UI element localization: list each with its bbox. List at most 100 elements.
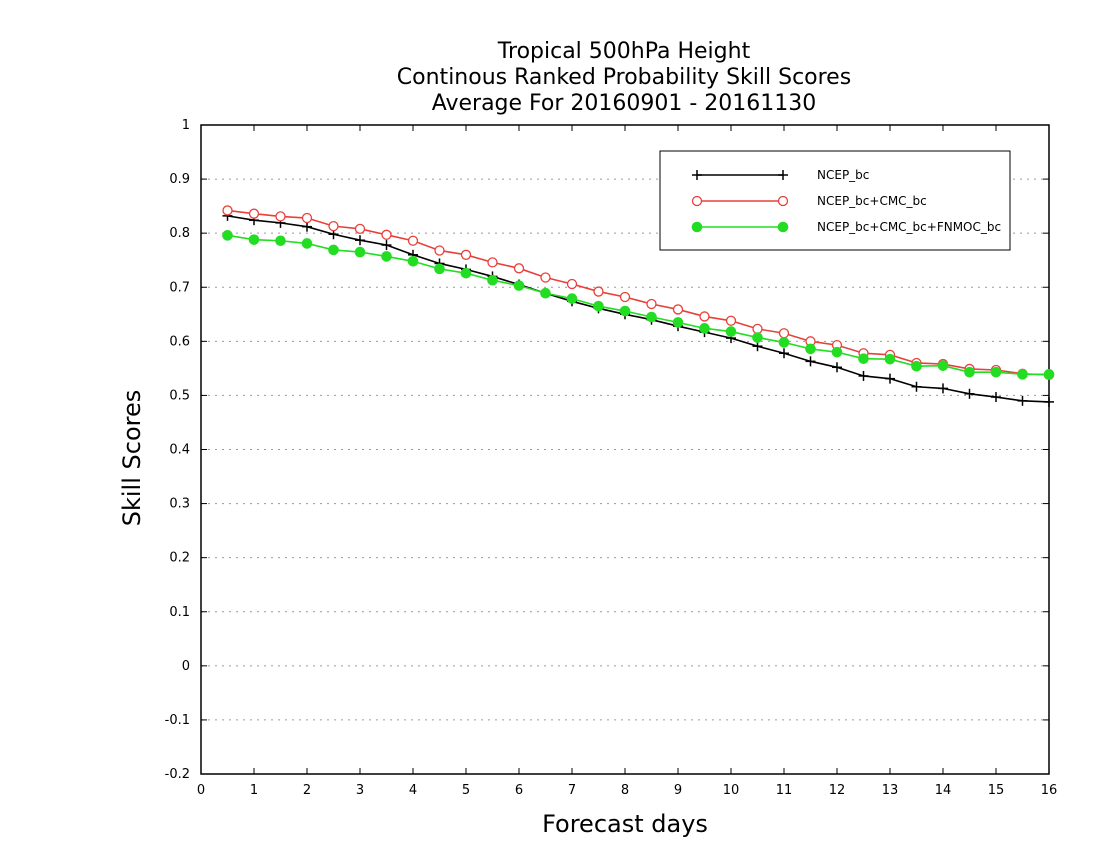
plot-area-frame [200, 124, 1050, 775]
x-tick-label: 7 [568, 783, 576, 798]
x-tick-label: 16 [1041, 783, 1058, 798]
data-point [381, 251, 392, 262]
data-point [407, 255, 419, 267]
data-point [301, 238, 313, 249]
chart-title-line-1: Tropical 500hPa Height [497, 39, 751, 64]
data-point [672, 317, 684, 328]
x-axis-ticks: 0 1 2 3 4 5 6 7 8 9 10 11 12 13 14 15 16 [197, 125, 1057, 798]
x-tick-label: 15 [988, 783, 1005, 798]
data-point [328, 244, 339, 256]
data-point [964, 366, 975, 378]
y-axis-ticks: -0.2 -0.1 0 0.1 0.2 0.3 0.4 0.5 0.6 0.7 0.8 0.9 1 [165, 118, 1049, 782]
data-point [1043, 369, 1055, 380]
data-point [991, 392, 1001, 403]
data-point [354, 246, 366, 258]
x-tick-label: 12 [829, 783, 846, 798]
y-axis-title: Skill Scores [118, 390, 146, 527]
series-line [227, 215, 1050, 403]
data-point [222, 205, 233, 216]
data-point [884, 353, 896, 365]
data-point [752, 332, 763, 343]
data-point [1017, 395, 1028, 406]
x-tick-label: 5 [462, 783, 470, 798]
series-3 [222, 230, 1055, 380]
data-point [566, 278, 578, 290]
legend-entry: NCEP_bc [692, 168, 869, 182]
data-point [540, 287, 551, 299]
chart-title-line-2: Continous Ranked Probability Skill Score… [397, 65, 851, 90]
data-point [248, 234, 260, 245]
y-tick-label: 0.5 [169, 388, 190, 403]
x-tick-label: 11 [776, 783, 793, 798]
x-tick-label: 14 [935, 783, 952, 798]
data-point [885, 373, 895, 384]
data-point [593, 300, 604, 312]
data-point [672, 304, 684, 315]
x-tick-label: 8 [621, 783, 629, 798]
y-tick-label: 0.4 [169, 443, 190, 458]
data-point [779, 348, 789, 359]
data-point [302, 221, 312, 232]
series-group [222, 205, 1055, 407]
data-point [1044, 396, 1054, 407]
legend-marker-left [692, 170, 702, 180]
y-tick-label: -0.1 [165, 713, 190, 728]
y-tick-label: 0.6 [169, 334, 190, 349]
x-tick-label: 6 [515, 783, 523, 798]
data-point [752, 323, 763, 335]
data-point [513, 280, 525, 291]
data-point [938, 383, 948, 394]
data-point [487, 274, 498, 286]
y-tick-label: 0.1 [169, 605, 190, 620]
y-tick-label: 0.9 [169, 172, 190, 187]
data-point [248, 208, 260, 219]
legend-marker-right [777, 221, 789, 233]
chart-title-line-3: Average For 20160901 - 20161130 [432, 91, 817, 116]
data-point [778, 337, 790, 348]
data-point [354, 223, 366, 234]
data-point [858, 370, 869, 381]
data-point [540, 272, 551, 283]
data-point [513, 263, 525, 274]
data-point [487, 257, 498, 268]
data-point [381, 240, 392, 251]
data-point [699, 323, 710, 334]
data-point [646, 311, 657, 323]
legend-marker-left [691, 221, 703, 233]
x-tick-label: 1 [250, 783, 258, 798]
legend-entry: NCEP_bc+CMC_bc [691, 194, 927, 208]
data-point [460, 267, 472, 279]
data-point [725, 315, 737, 326]
x-tick-label: 13 [882, 783, 899, 798]
data-point [328, 220, 339, 232]
x-axis-title: Forecast days [542, 810, 708, 838]
data-point [381, 229, 392, 240]
legend: NCEP_bc NCEP_bc+CMC_bc NCEP_bc+CMC_bc+FNMO… [659, 150, 1011, 251]
legend-label: NCEP_bc [817, 168, 869, 182]
x-tick-label: 3 [356, 783, 364, 798]
data-point [1017, 369, 1028, 380]
y-tick-label: -0.2 [165, 767, 190, 782]
legend-marker-right [778, 170, 788, 180]
legend-label: NCEP_bc+CMC_bc [817, 194, 927, 208]
y-tick-label: 0.3 [169, 497, 190, 512]
y-tick-label: 0 [182, 659, 190, 674]
x-tick-label: 9 [674, 783, 682, 798]
x-tick-label: 4 [409, 783, 417, 798]
data-point [831, 346, 843, 358]
legend-label: NCEP_bc+CMC_bc+FNMOC_bc [817, 220, 1001, 234]
y-tick-label: 0.2 [169, 551, 190, 566]
x-tick-label: 0 [197, 783, 205, 798]
legend-entries: NCEP_bc NCEP_bc+CMC_bc NCEP_bc+CMC_bc+FNMO… [691, 168, 1001, 234]
data-point [699, 311, 710, 322]
y-tick-label: 0.7 [169, 280, 190, 295]
data-point [858, 353, 869, 364]
x-tick-label: 2 [303, 783, 311, 798]
data-point [778, 328, 790, 339]
data-point [911, 381, 922, 392]
data-point [752, 341, 763, 352]
data-point [832, 362, 842, 373]
data-point [805, 356, 816, 367]
data-point [460, 249, 472, 260]
